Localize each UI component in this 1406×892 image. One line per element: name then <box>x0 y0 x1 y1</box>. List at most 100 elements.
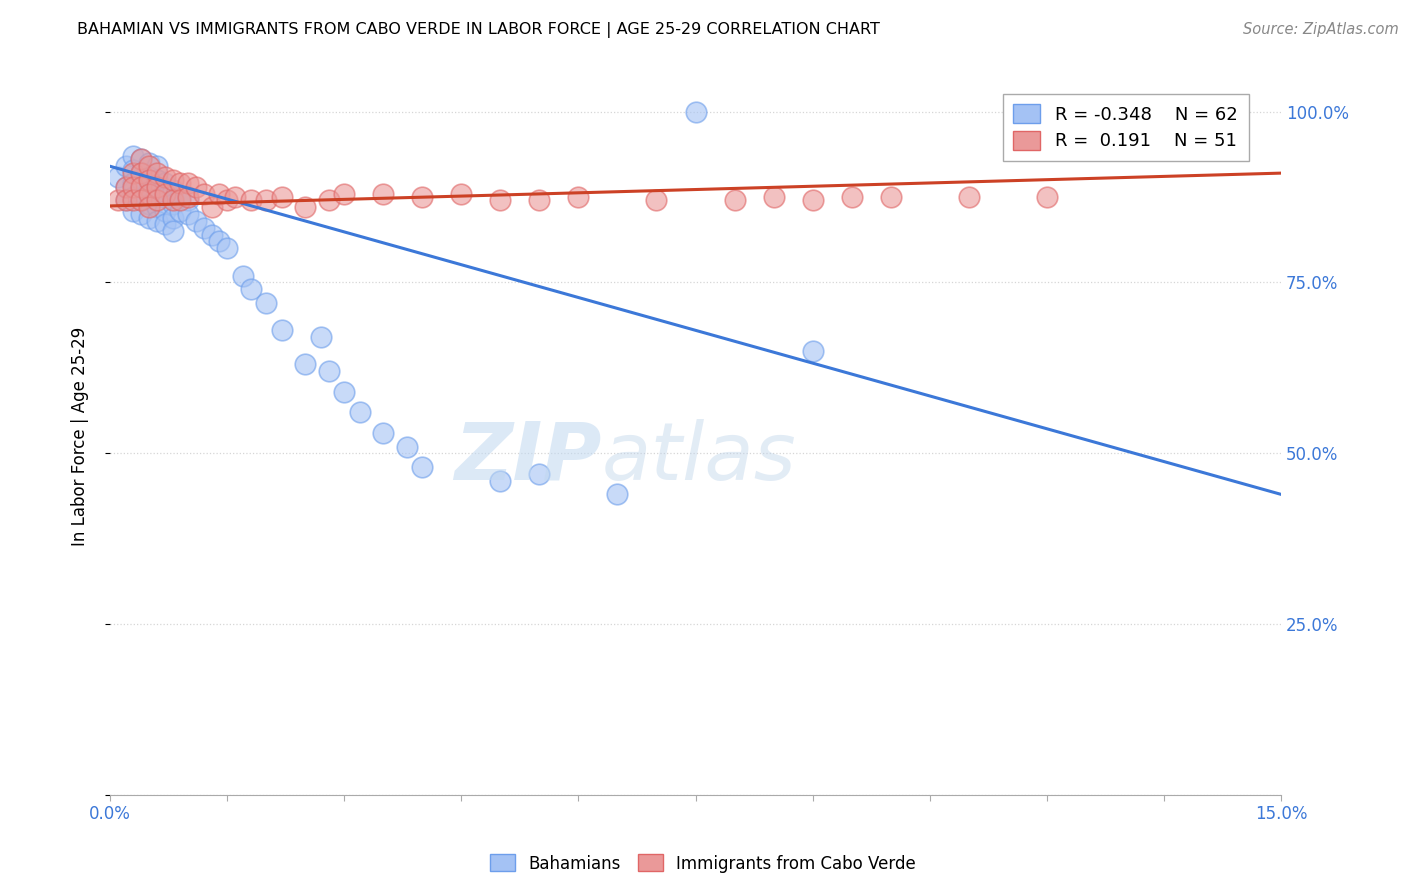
Point <box>239 282 262 296</box>
Point <box>146 159 169 173</box>
Point <box>138 169 160 184</box>
Point <box>162 183 184 197</box>
Point <box>762 190 785 204</box>
Point <box>294 200 316 214</box>
Point <box>122 179 145 194</box>
Point <box>153 203 176 218</box>
Point <box>685 104 707 119</box>
Point <box>177 177 200 191</box>
Point <box>138 183 160 197</box>
Point <box>184 214 207 228</box>
Point <box>232 268 254 283</box>
Point <box>411 460 433 475</box>
Point <box>146 214 169 228</box>
Point <box>138 169 160 184</box>
Point <box>146 200 169 214</box>
Point <box>146 186 169 201</box>
Point <box>129 179 152 194</box>
Point <box>879 190 901 204</box>
Point <box>606 487 628 501</box>
Point <box>529 467 551 481</box>
Point <box>254 194 277 208</box>
Point <box>146 173 169 187</box>
Text: atlas: atlas <box>602 418 797 497</box>
Point <box>138 186 160 201</box>
Point <box>138 197 160 211</box>
Point <box>450 186 472 201</box>
Point <box>184 179 207 194</box>
Point <box>395 440 418 454</box>
Point <box>270 190 292 204</box>
Point <box>129 166 152 180</box>
Point <box>1036 190 1059 204</box>
Point <box>169 194 191 208</box>
Point <box>114 194 136 208</box>
Text: ZIP: ZIP <box>454 418 602 497</box>
Point <box>489 194 512 208</box>
Point <box>645 194 668 208</box>
Point <box>224 190 246 204</box>
Point <box>349 405 371 419</box>
Point <box>208 235 231 249</box>
Point <box>153 186 176 201</box>
Point <box>208 186 231 201</box>
Point <box>169 203 191 218</box>
Point <box>129 166 152 180</box>
Point <box>177 190 200 204</box>
Point <box>138 173 160 187</box>
Point <box>723 194 745 208</box>
Point <box>162 211 184 225</box>
Point <box>333 384 356 399</box>
Point <box>318 364 340 378</box>
Point <box>162 173 184 187</box>
Point <box>138 211 160 225</box>
Point <box>529 194 551 208</box>
Point <box>309 330 332 344</box>
Point <box>177 207 200 221</box>
Point <box>107 169 129 184</box>
Point <box>129 173 152 187</box>
Text: BAHAMIAN VS IMMIGRANTS FROM CABO VERDE IN LABOR FORCE | AGE 25-29 CORRELATION CH: BAHAMIAN VS IMMIGRANTS FROM CABO VERDE I… <box>77 22 880 38</box>
Point <box>146 173 169 187</box>
Point <box>129 194 152 208</box>
Point <box>114 179 136 194</box>
Text: Source: ZipAtlas.com: Source: ZipAtlas.com <box>1243 22 1399 37</box>
Point <box>138 200 160 214</box>
Point <box>489 474 512 488</box>
Point <box>129 179 152 194</box>
Point <box>411 190 433 204</box>
Point <box>254 296 277 310</box>
Y-axis label: In Labor Force | Age 25-29: In Labor Force | Age 25-29 <box>72 326 89 546</box>
Point <box>138 156 160 170</box>
Point <box>177 194 200 208</box>
Point <box>107 194 129 208</box>
Point <box>129 207 152 221</box>
Point <box>373 425 395 440</box>
Point <box>193 220 215 235</box>
Point <box>333 186 356 201</box>
Point <box>122 149 145 163</box>
Point <box>162 197 184 211</box>
Point <box>318 194 340 208</box>
Point <box>217 194 239 208</box>
Point <box>153 218 176 232</box>
Point <box>129 194 152 208</box>
Point <box>122 203 145 218</box>
Point <box>122 162 145 177</box>
Point <box>129 166 152 180</box>
Point <box>239 194 262 208</box>
Point <box>146 179 169 194</box>
Point <box>373 186 395 201</box>
Point <box>129 153 152 167</box>
Point <box>129 153 152 167</box>
Point <box>217 241 239 255</box>
Point <box>801 194 824 208</box>
Point <box>114 159 136 173</box>
Legend: R = -0.348    N = 62, R =  0.191    N = 51: R = -0.348 N = 62, R = 0.191 N = 51 <box>1002 94 1249 161</box>
Point <box>801 343 824 358</box>
Point <box>114 194 136 208</box>
Point <box>169 190 191 204</box>
Point <box>567 190 589 204</box>
Point <box>193 186 215 201</box>
Point <box>162 194 184 208</box>
